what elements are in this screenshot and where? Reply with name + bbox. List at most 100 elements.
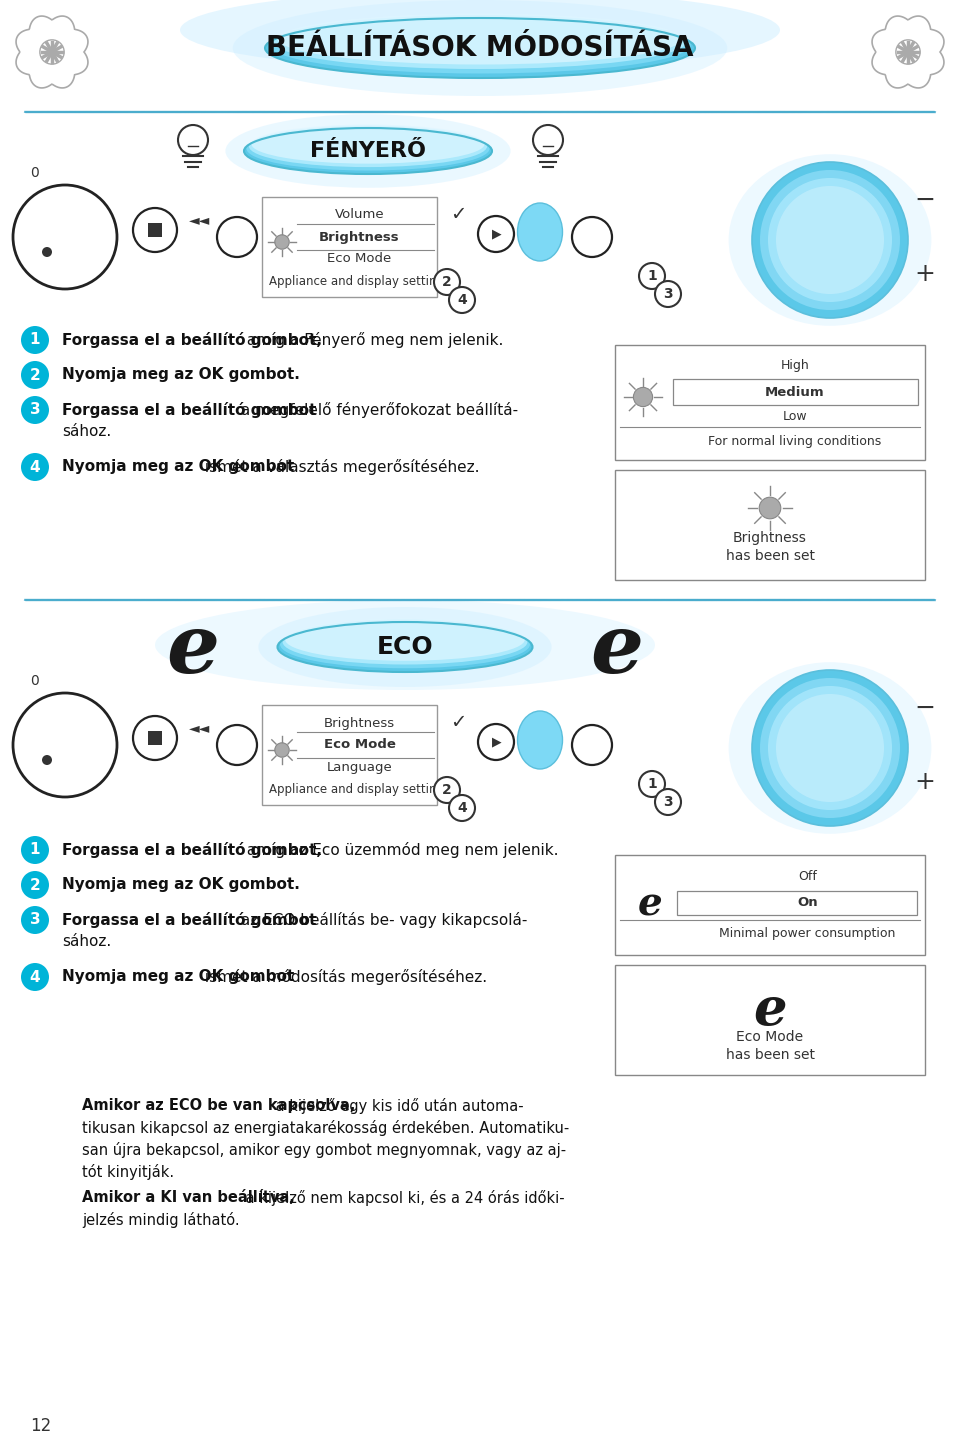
FancyBboxPatch shape [615,855,925,955]
Text: Medium: Medium [765,385,825,398]
Text: 0: 0 [30,675,38,688]
Text: az ECO beállítás be- vagy kikapcsolá-: az ECO beállítás be- vagy kikapcsolá- [236,912,527,928]
Ellipse shape [285,618,525,660]
Circle shape [217,217,257,257]
Polygon shape [16,16,88,87]
Circle shape [133,715,177,760]
Circle shape [639,771,665,797]
Circle shape [639,263,665,289]
Ellipse shape [274,15,686,68]
Text: High: High [780,359,809,372]
Text: Minimal power consumption: Minimal power consumption [719,926,896,939]
Text: 3: 3 [663,286,673,301]
Text: Appliance and display settings: Appliance and display settings [269,275,450,288]
Text: 3: 3 [30,403,40,417]
Circle shape [21,395,49,425]
Ellipse shape [282,619,527,664]
Text: 2: 2 [30,878,40,893]
Circle shape [572,217,612,257]
Circle shape [21,906,49,933]
Text: +: + [915,771,935,794]
Text: ✓: ✓ [450,205,467,224]
Text: Amikor a KI van beállítva,: Amikor a KI van beállítva, [82,1189,295,1205]
Circle shape [21,361,49,390]
Text: Forgassa el a beállító gombot: Forgassa el a beállító gombot [62,401,317,417]
Circle shape [760,170,900,310]
Ellipse shape [252,125,485,164]
Ellipse shape [247,126,490,170]
Text: 4: 4 [30,970,40,984]
Text: +: + [915,262,935,286]
Ellipse shape [517,204,563,262]
Text: 3: 3 [663,795,673,808]
Text: san újra bekapcsol, amikor egy gombot megnyomnak, vagy az aj-: san újra bekapcsol, amikor egy gombot me… [82,1141,566,1157]
Text: Brightness: Brightness [324,717,396,730]
Text: BEÁLLÍTÁSOK MÓDOSÍTÁSA: BEÁLLÍTÁSOK MÓDOSÍTÁSA [266,33,694,63]
Circle shape [275,234,289,249]
Circle shape [776,186,884,294]
Text: 1: 1 [30,333,40,348]
Text: ECO: ECO [376,635,433,659]
Text: ismét a választás megerősítéséhez.: ismét a választás megerősítéséhez. [200,459,479,475]
Circle shape [133,208,177,252]
Text: Appliance and display settings: Appliance and display settings [269,782,450,795]
Ellipse shape [729,154,931,326]
Text: Eco Mode: Eco Mode [736,1029,804,1044]
Circle shape [40,39,64,64]
Circle shape [42,755,52,765]
Text: a megfelelő fényerőfokozat beállítá-: a megfelelő fényerőfokozat beállítá- [236,401,518,417]
Text: Low: Low [782,410,807,423]
Ellipse shape [249,125,487,167]
Ellipse shape [517,711,563,769]
Circle shape [896,39,920,64]
Text: 1: 1 [30,842,40,858]
Ellipse shape [277,622,533,672]
Text: Eco Mode: Eco Mode [327,253,392,266]
Circle shape [449,286,475,313]
Circle shape [21,454,49,481]
Text: −: − [915,188,935,212]
Ellipse shape [729,662,931,833]
Text: a kijelző egy kis idő után automa-: a kijelző egy kis idő után automa- [271,1098,524,1114]
Ellipse shape [270,16,690,74]
Circle shape [759,497,780,519]
Text: 2: 2 [30,368,40,382]
Text: 2: 2 [443,784,452,797]
Ellipse shape [244,128,492,174]
Ellipse shape [226,115,511,188]
Text: Nyomja meg az OK gombot: Nyomja meg az OK gombot [62,970,295,984]
Circle shape [21,963,49,992]
Text: tót kinyitják.: tót kinyitják. [82,1165,174,1181]
Text: 1: 1 [647,776,657,791]
Circle shape [42,247,52,257]
Text: Brightness: Brightness [733,531,807,545]
Text: e: e [754,984,787,1035]
Circle shape [768,177,892,302]
Text: 4: 4 [457,294,467,307]
Text: has been set: has been set [726,1048,814,1061]
Ellipse shape [155,601,655,691]
Circle shape [478,724,514,760]
Ellipse shape [258,606,552,686]
Circle shape [217,726,257,765]
FancyBboxPatch shape [262,705,437,806]
Ellipse shape [277,13,683,64]
Text: Eco Mode: Eco Mode [324,739,396,752]
Circle shape [13,694,117,797]
Text: Nyomja meg az OK gombot.: Nyomja meg az OK gombot. [62,878,300,893]
Circle shape [449,795,475,822]
Text: Language: Language [326,760,393,774]
Bar [148,222,162,237]
Text: e: e [166,611,220,691]
FancyBboxPatch shape [615,470,925,580]
Text: Forgassa el a beállító gombot: Forgassa el a beállító gombot [62,912,317,928]
Text: e: e [590,611,643,691]
Text: 1: 1 [647,269,657,284]
Text: Nyomja meg az OK gombot: Nyomja meg az OK gombot [62,459,295,474]
Text: ✓: ✓ [450,712,467,731]
Circle shape [434,269,460,295]
Text: ismét a módosítás megerősítéséhez.: ismét a módosítás megerősítéséhez. [200,968,487,984]
Text: ◄◄: ◄◄ [189,212,210,227]
Text: ▶: ▶ [492,227,502,240]
Text: e: e [637,885,662,923]
